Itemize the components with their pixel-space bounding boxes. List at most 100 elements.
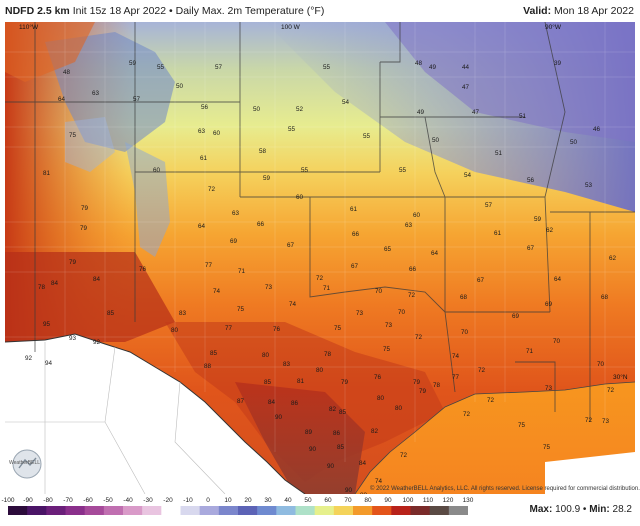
temperature-label: 71 bbox=[526, 348, 534, 355]
temperature-label: 48 bbox=[415, 60, 423, 67]
colorbar-segment bbox=[8, 506, 28, 515]
temperature-label: 90 bbox=[327, 463, 335, 470]
temperature-label: 75 bbox=[334, 325, 342, 332]
colorbar-segment bbox=[333, 506, 354, 515]
temperature-label: 39 bbox=[554, 60, 562, 67]
colorbar-tick-label: -50 bbox=[103, 497, 113, 504]
temperature-label: 64 bbox=[198, 223, 206, 230]
colorbar-tick-label: -40 bbox=[123, 497, 133, 504]
colorbar-segment bbox=[448, 506, 468, 515]
temperature-label: 54 bbox=[342, 99, 350, 106]
temperature-label: 79 bbox=[413, 379, 421, 386]
temperature-label: 73 bbox=[385, 322, 393, 329]
temperature-label: 84 bbox=[359, 460, 367, 467]
colorbar-tick-label: -30 bbox=[143, 497, 153, 504]
temperature-label: 55 bbox=[363, 133, 371, 140]
colorbar-segment bbox=[199, 506, 220, 515]
max-label: Max: bbox=[529, 504, 553, 515]
temperature-label: 75 bbox=[383, 346, 391, 353]
temperature-label: 66 bbox=[352, 231, 360, 238]
temperature-label: 79 bbox=[80, 225, 88, 232]
gulf-coastline bbox=[354, 381, 635, 494]
temperature-label: 60 bbox=[153, 167, 161, 174]
state-borders bbox=[5, 22, 635, 422]
colorbar-segment bbox=[257, 506, 277, 515]
temperature-label: 74 bbox=[375, 478, 383, 485]
temperature-label: 61 bbox=[494, 230, 502, 237]
temperature-label: 80 bbox=[316, 367, 324, 374]
colorbar-tick-label: 70 bbox=[344, 497, 352, 504]
colorbar-segment bbox=[391, 506, 412, 515]
temperature-label: 63 bbox=[198, 128, 206, 135]
temperature-label: 63 bbox=[92, 90, 100, 97]
temperature-label: 84 bbox=[93, 276, 101, 283]
max-min-readout: Max: 100.9 • Min: 28.2 bbox=[530, 504, 632, 515]
temperature-label: 53 bbox=[585, 182, 593, 189]
temperature-label: 72 bbox=[400, 452, 408, 459]
map-title: NDFD 2.5 km Init 15z 18 Apr 2022 • Daily… bbox=[5, 5, 324, 17]
temperature-label: 79 bbox=[341, 379, 349, 386]
temperature-label: 69 bbox=[230, 238, 238, 245]
temperature-label: 85 bbox=[107, 310, 115, 317]
temperature-label: 64 bbox=[58, 96, 66, 103]
temperature-label: 61 bbox=[200, 155, 208, 162]
temperature-label: 49 bbox=[429, 64, 437, 71]
temperature-label: 85 bbox=[210, 350, 218, 357]
temperature-label: 70 bbox=[461, 329, 469, 336]
temperature-label: 71 bbox=[323, 285, 331, 292]
field-name: Daily Max. 2m Temperature (°F) bbox=[175, 5, 325, 17]
min-value: 28.2 bbox=[612, 504, 632, 515]
colorbar-segment bbox=[410, 506, 431, 515]
temperature-label: 78 bbox=[38, 284, 46, 291]
weatherbell-logo bbox=[12, 449, 42, 479]
colorbar-segment bbox=[353, 506, 373, 515]
temperature-label: 90 bbox=[309, 446, 317, 453]
temperature-label: 73 bbox=[545, 385, 553, 392]
valid-time: Valid: Mon 18 Apr 2022 bbox=[523, 5, 634, 17]
temperature-label: 82 bbox=[329, 406, 337, 413]
colorbar-segment bbox=[238, 506, 258, 515]
temperature-label: 93 bbox=[69, 335, 77, 342]
lon-label-100w: 100 W bbox=[281, 24, 300, 31]
colorbar-tick-label: -90 bbox=[23, 497, 33, 504]
colorbar-segment bbox=[372, 506, 392, 515]
temperature-label: 72 bbox=[478, 367, 486, 374]
colorbar-segment bbox=[161, 506, 182, 515]
temperature-label: 55 bbox=[399, 167, 407, 174]
temperature-label: 60 bbox=[296, 194, 304, 201]
temperature-label: 57 bbox=[215, 64, 223, 71]
temperature-label: 50 bbox=[176, 83, 184, 90]
temperature-label: 56 bbox=[527, 177, 535, 184]
temperature-label: 52 bbox=[296, 106, 304, 113]
temperature-label: 72 bbox=[607, 387, 615, 394]
colorbar-tick-label: 0 bbox=[206, 497, 210, 504]
temperature-label: 55 bbox=[323, 64, 331, 71]
colorbar-tick-label: 90 bbox=[384, 497, 392, 504]
temperature-label: 44 bbox=[462, 64, 470, 71]
temperature-label: 69 bbox=[512, 313, 520, 320]
temperature-label: 78 bbox=[324, 351, 332, 358]
temperature-label: 76 bbox=[139, 266, 147, 273]
colorbar-segment bbox=[27, 506, 47, 515]
colorbar-segment bbox=[295, 506, 316, 515]
colorbar-tick-label: 130 bbox=[462, 497, 474, 504]
temperature-label: 59 bbox=[263, 175, 271, 182]
temperature-label: 72 bbox=[415, 334, 423, 341]
temperature-label: 77 bbox=[205, 262, 213, 269]
temperature-label: 77 bbox=[452, 374, 460, 381]
temperature-label: 64 bbox=[554, 276, 562, 283]
temperature-label: 60 bbox=[213, 130, 221, 137]
temperature-label: 90 bbox=[275, 414, 283, 421]
model-name: NDFD 2.5 km bbox=[5, 5, 70, 17]
colorbar-tick-label: 120 bbox=[442, 497, 454, 504]
temperature-label: 81 bbox=[43, 170, 51, 177]
temperature-label: 57 bbox=[485, 202, 493, 209]
colorbar-tick-label: 80 bbox=[364, 497, 372, 504]
colorbar-tick-label: -70 bbox=[63, 497, 73, 504]
temperature-label: 58 bbox=[259, 148, 267, 155]
init-time: Init 15z 18 Apr 2022 bbox=[72, 5, 167, 17]
temperature-label: 50 bbox=[570, 139, 578, 146]
temperature-label: 90 bbox=[345, 487, 353, 494]
lat-label-30n: 30°N bbox=[613, 374, 628, 381]
temperature-label: 69 bbox=[545, 301, 553, 308]
